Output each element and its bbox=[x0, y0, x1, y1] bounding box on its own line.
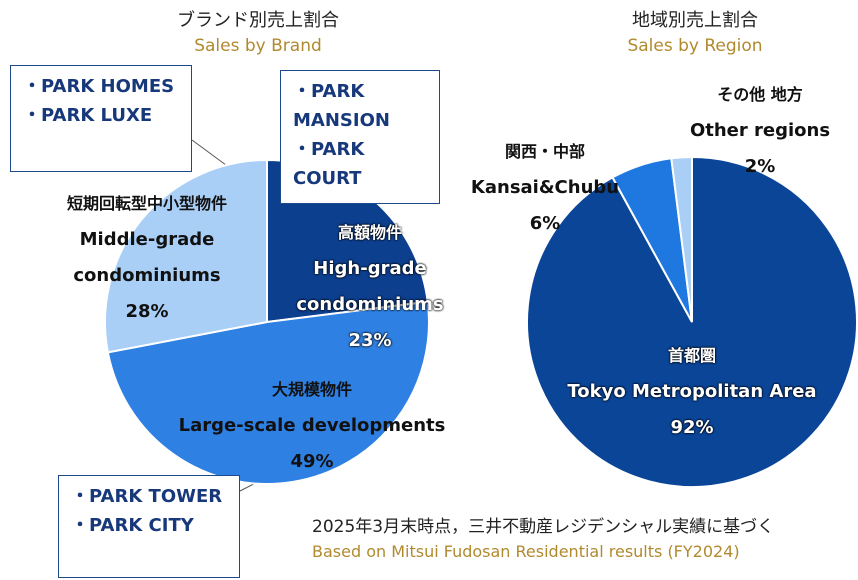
callout-item: ・PARK CITY bbox=[71, 515, 194, 536]
pie-slice bbox=[104, 158, 268, 354]
slice-label-ja: 関西・中部 bbox=[504, 142, 585, 161]
chart-subtitle: Sales by Brand bbox=[194, 36, 322, 56]
slice-label-ja: その他 地方 bbox=[717, 85, 803, 104]
slice-label: 大規模物件 Large-scale developments 49% bbox=[147, 372, 477, 480]
slice-value-label: 49% bbox=[290, 451, 334, 472]
slice-value-label: 6% bbox=[529, 213, 561, 234]
chart-subtitle: Sales by Region bbox=[627, 36, 763, 56]
slice-label: その他 地方 Other regions 2% bbox=[665, 77, 855, 185]
footnote-en: Based on Mitsui Fudosan Residential resu… bbox=[312, 542, 740, 561]
slice-label-en: Middle-grade condominiums bbox=[73, 229, 221, 286]
slice-label-en: High-grade condominiums bbox=[296, 258, 444, 315]
callout-box: ・PARK TOWER ・PARK CITY bbox=[58, 475, 240, 578]
chart-title: 地域別売上割合 bbox=[632, 10, 758, 31]
slice-label-en: Other regions bbox=[689, 120, 831, 141]
pie-slice bbox=[670, 155, 693, 323]
callout-item: ・PARK TOWER bbox=[71, 486, 223, 507]
footnote-ja: 2025年3月末時点，三井不動産レジデンシャル実績に基づく bbox=[312, 517, 775, 537]
callout-box: ・PARK HOMES ・PARK LUXE bbox=[10, 65, 192, 172]
slice-label-ja: 短期回転型中小型物件 bbox=[66, 194, 227, 213]
slice-label-ja: 高額物件 bbox=[337, 223, 402, 242]
leader-line bbox=[191, 139, 231, 169]
slice-label-en: Large-scale developments bbox=[178, 415, 446, 436]
slice-label: 短期回転型中小型物件 Middle-grade condominiums 28% bbox=[27, 186, 267, 330]
slice-value-label: 23% bbox=[348, 330, 392, 351]
callout-item: ・PARK LUXE bbox=[23, 105, 153, 126]
slice-label: 首都圏 Tokyo Metropolitan Area 92% bbox=[532, 338, 852, 446]
pie-slice bbox=[106, 300, 431, 485]
slice-label-ja: 首都圏 bbox=[667, 346, 716, 365]
callout-box: ・PARK MANSION ・PARK COURT bbox=[280, 70, 440, 204]
callout-item: ・PARK HOMES bbox=[23, 76, 175, 97]
slice-label: 関西・中部 Kansai&Chubu 6% bbox=[450, 134, 640, 242]
slice-label: 高額物件 High-grade condominiums 23% bbox=[285, 215, 455, 359]
slice-label-en: Kansai&Chubu bbox=[470, 177, 620, 198]
slice-value-label: 92% bbox=[670, 417, 714, 438]
callout-item: ・PARK COURT bbox=[293, 139, 365, 189]
slice-label-ja: 大規模物件 bbox=[271, 380, 352, 399]
callout-item: ・PARK MANSION bbox=[293, 81, 390, 131]
slice-value-label: 2% bbox=[744, 156, 776, 177]
chart-title: ブランド別売上割合 bbox=[177, 10, 339, 31]
slice-value-label: 28% bbox=[125, 301, 169, 322]
slice-label-en: Tokyo Metropolitan Area bbox=[567, 381, 817, 402]
